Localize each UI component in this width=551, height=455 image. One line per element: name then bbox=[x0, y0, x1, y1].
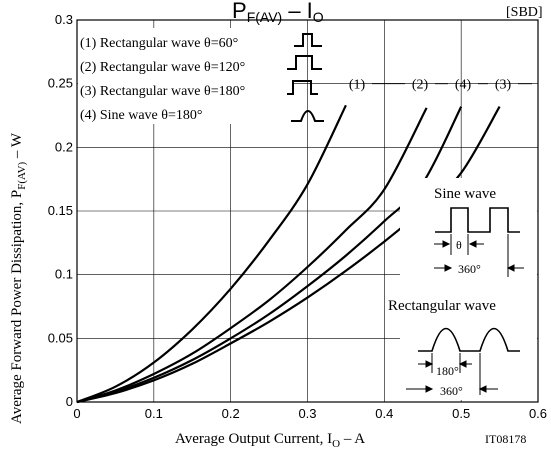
legend-wave-icon-4 bbox=[291, 110, 324, 122]
legend-item-4: (4) Sine wave θ=180° bbox=[80, 108, 202, 123]
inset-diagrams: Sine wave θ 360° Rectangular wave bbox=[388, 178, 537, 400]
half-period-dimension bbox=[406, 353, 498, 395]
curves bbox=[76, 104, 501, 404]
y-tick-label: 0 bbox=[66, 394, 73, 409]
plot-frame bbox=[76, 19, 539, 403]
curve-label-4: (4) bbox=[455, 78, 472, 93]
x-tick-label: 0.2 bbox=[222, 406, 240, 421]
inset-sine-title: Sine wave bbox=[434, 186, 496, 202]
legend-wave-icon-1 bbox=[294, 33, 322, 47]
inset-360-label: 360° bbox=[458, 262, 481, 276]
y-ticks: 0 0.05 0.1 0.15 0.2 0.25 0.3 bbox=[48, 12, 73, 409]
legend: (1) Rectangular wave θ=60° (2) Rectangul… bbox=[78, 28, 324, 124]
y-tick-label: 0.25 bbox=[48, 76, 73, 91]
figure-id: IT08178 bbox=[485, 432, 526, 446]
x-tick-label: 0 bbox=[73, 406, 80, 421]
legend-item-3: (3) Rectangular wave θ=180° bbox=[80, 84, 245, 99]
inset-rect-wave-icon bbox=[418, 327, 520, 352]
series-line-2 bbox=[76, 107, 428, 404]
y-tick-label: 0.05 bbox=[48, 330, 73, 345]
legend-item-2: (2) Rectangular wave θ=120° bbox=[80, 60, 245, 75]
y-tick-label: 0.3 bbox=[55, 12, 73, 27]
y-tick-label: 0.2 bbox=[55, 139, 73, 154]
x-tick-label: 0.1 bbox=[145, 406, 163, 421]
inset-theta-label: θ bbox=[456, 238, 462, 252]
y-axis-label: Average Forward Power Dissipation, PF(AV… bbox=[9, 132, 28, 424]
x-tick-label: 0.6 bbox=[529, 406, 547, 421]
chart-title: PF(AV) – IO bbox=[232, 0, 324, 25]
legend-item-1: (1) Rectangular wave θ=60° bbox=[80, 36, 238, 51]
x-tick-label: 0.3 bbox=[298, 406, 316, 421]
x-tick-label: 0.4 bbox=[375, 406, 393, 421]
y-tick-label: 0.1 bbox=[55, 267, 73, 282]
curve-label-1: (1) bbox=[349, 78, 366, 93]
legend-wave-icon-3 bbox=[287, 80, 318, 95]
curve-label-2: (2) bbox=[412, 78, 429, 93]
legend-wave-icon-2 bbox=[287, 55, 322, 70]
series-line-1 bbox=[76, 104, 347, 404]
curve-labels: (1) (2) (4) (3) bbox=[349, 78, 532, 93]
theta-dimension bbox=[434, 234, 524, 277]
y-tick-label: 0.15 bbox=[48, 203, 73, 218]
inset-180-label: 180° bbox=[436, 364, 459, 378]
curve-label-3: (3) bbox=[495, 78, 512, 93]
inset-sine-wave-icon bbox=[435, 207, 520, 233]
x-ticks: 0 0.1 0.2 0.3 0.4 0.5 0.6 bbox=[73, 406, 547, 421]
inset-rect-title: Rectangular wave bbox=[388, 298, 496, 314]
legend-background bbox=[78, 28, 294, 124]
x-tick-label: 0.5 bbox=[452, 406, 470, 421]
inset-360b-label: 360° bbox=[440, 384, 463, 398]
x-axis-label: Average Output Current, IO – A bbox=[175, 431, 365, 450]
chart-tag: [SBD] bbox=[506, 5, 543, 20]
